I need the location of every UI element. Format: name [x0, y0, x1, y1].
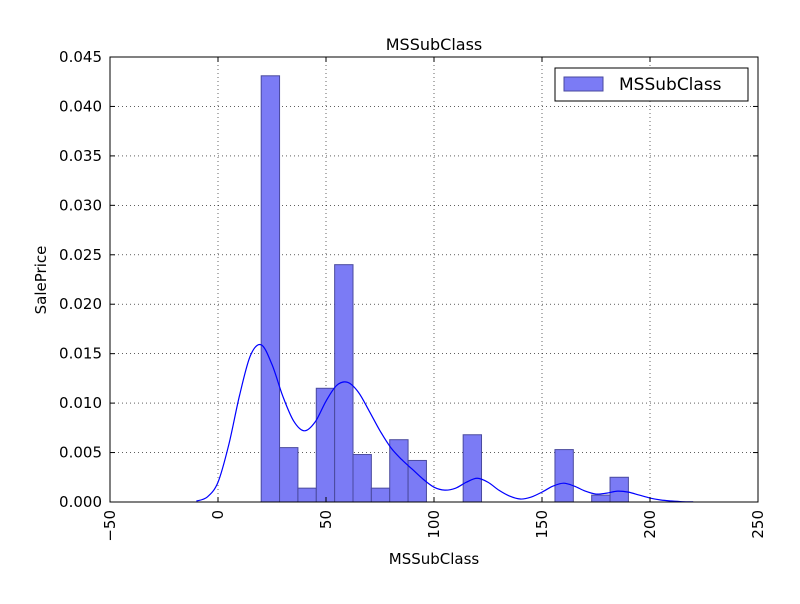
- x-tick-labels: −50 0 50 100 150 200 250: [101, 510, 767, 542]
- y-tick-label: 0.025: [59, 246, 102, 264]
- histogram-bar: [370, 487, 391, 503]
- x-tick-label: 0: [209, 510, 227, 520]
- y-tick-label: 0.005: [59, 444, 102, 462]
- x-tick-label: 150: [533, 510, 551, 539]
- histogram-bar: [609, 476, 629, 503]
- kde-curve: [196, 343, 694, 503]
- histogram-bar: [279, 447, 299, 503]
- axis-ticks: [109, 56, 759, 503]
- y-tick-label: 0.040: [59, 97, 102, 115]
- x-tick-label: 200: [641, 510, 659, 539]
- x-tick-label: −50: [101, 510, 119, 542]
- histogram-bar: [407, 459, 427, 503]
- y-tick-label: 0.045: [59, 48, 102, 66]
- histogram-bar: [315, 387, 336, 503]
- y-tick-label: 0.010: [59, 394, 102, 412]
- histogram-bar: [591, 494, 611, 503]
- x-tick-label: 250: [749, 510, 767, 539]
- chart-title: MSSubClass: [386, 35, 483, 54]
- histogram-bars: [260, 75, 629, 503]
- legend-swatch: [563, 76, 604, 92]
- y-tick-label: 0.000: [59, 493, 102, 511]
- y-tick-label: 0.020: [59, 295, 102, 313]
- legend-label: MSSubClass: [619, 75, 722, 95]
- histogram-bar: [352, 454, 372, 503]
- x-tick-label: 50: [317, 510, 335, 529]
- x-tick-label: 100: [425, 510, 443, 539]
- histogram-bar: [297, 487, 317, 503]
- histogram-bar: [554, 449, 574, 503]
- legend: MSSubClass: [554, 67, 749, 102]
- y-tick-label: 0.030: [59, 196, 102, 214]
- y-tick-label: 0.015: [59, 345, 102, 363]
- y-axis-label: SalePrice: [32, 246, 50, 315]
- y-tick-label: 0.035: [59, 147, 102, 165]
- x-axis-label: MSSubClass: [389, 550, 480, 568]
- y-tick-labels: 0.000 0.005 0.010 0.015 0.020 0.025 0.030 0.035…: [59, 48, 102, 511]
- histogram-bar: [462, 434, 483, 503]
- histogram-bar: [260, 75, 281, 503]
